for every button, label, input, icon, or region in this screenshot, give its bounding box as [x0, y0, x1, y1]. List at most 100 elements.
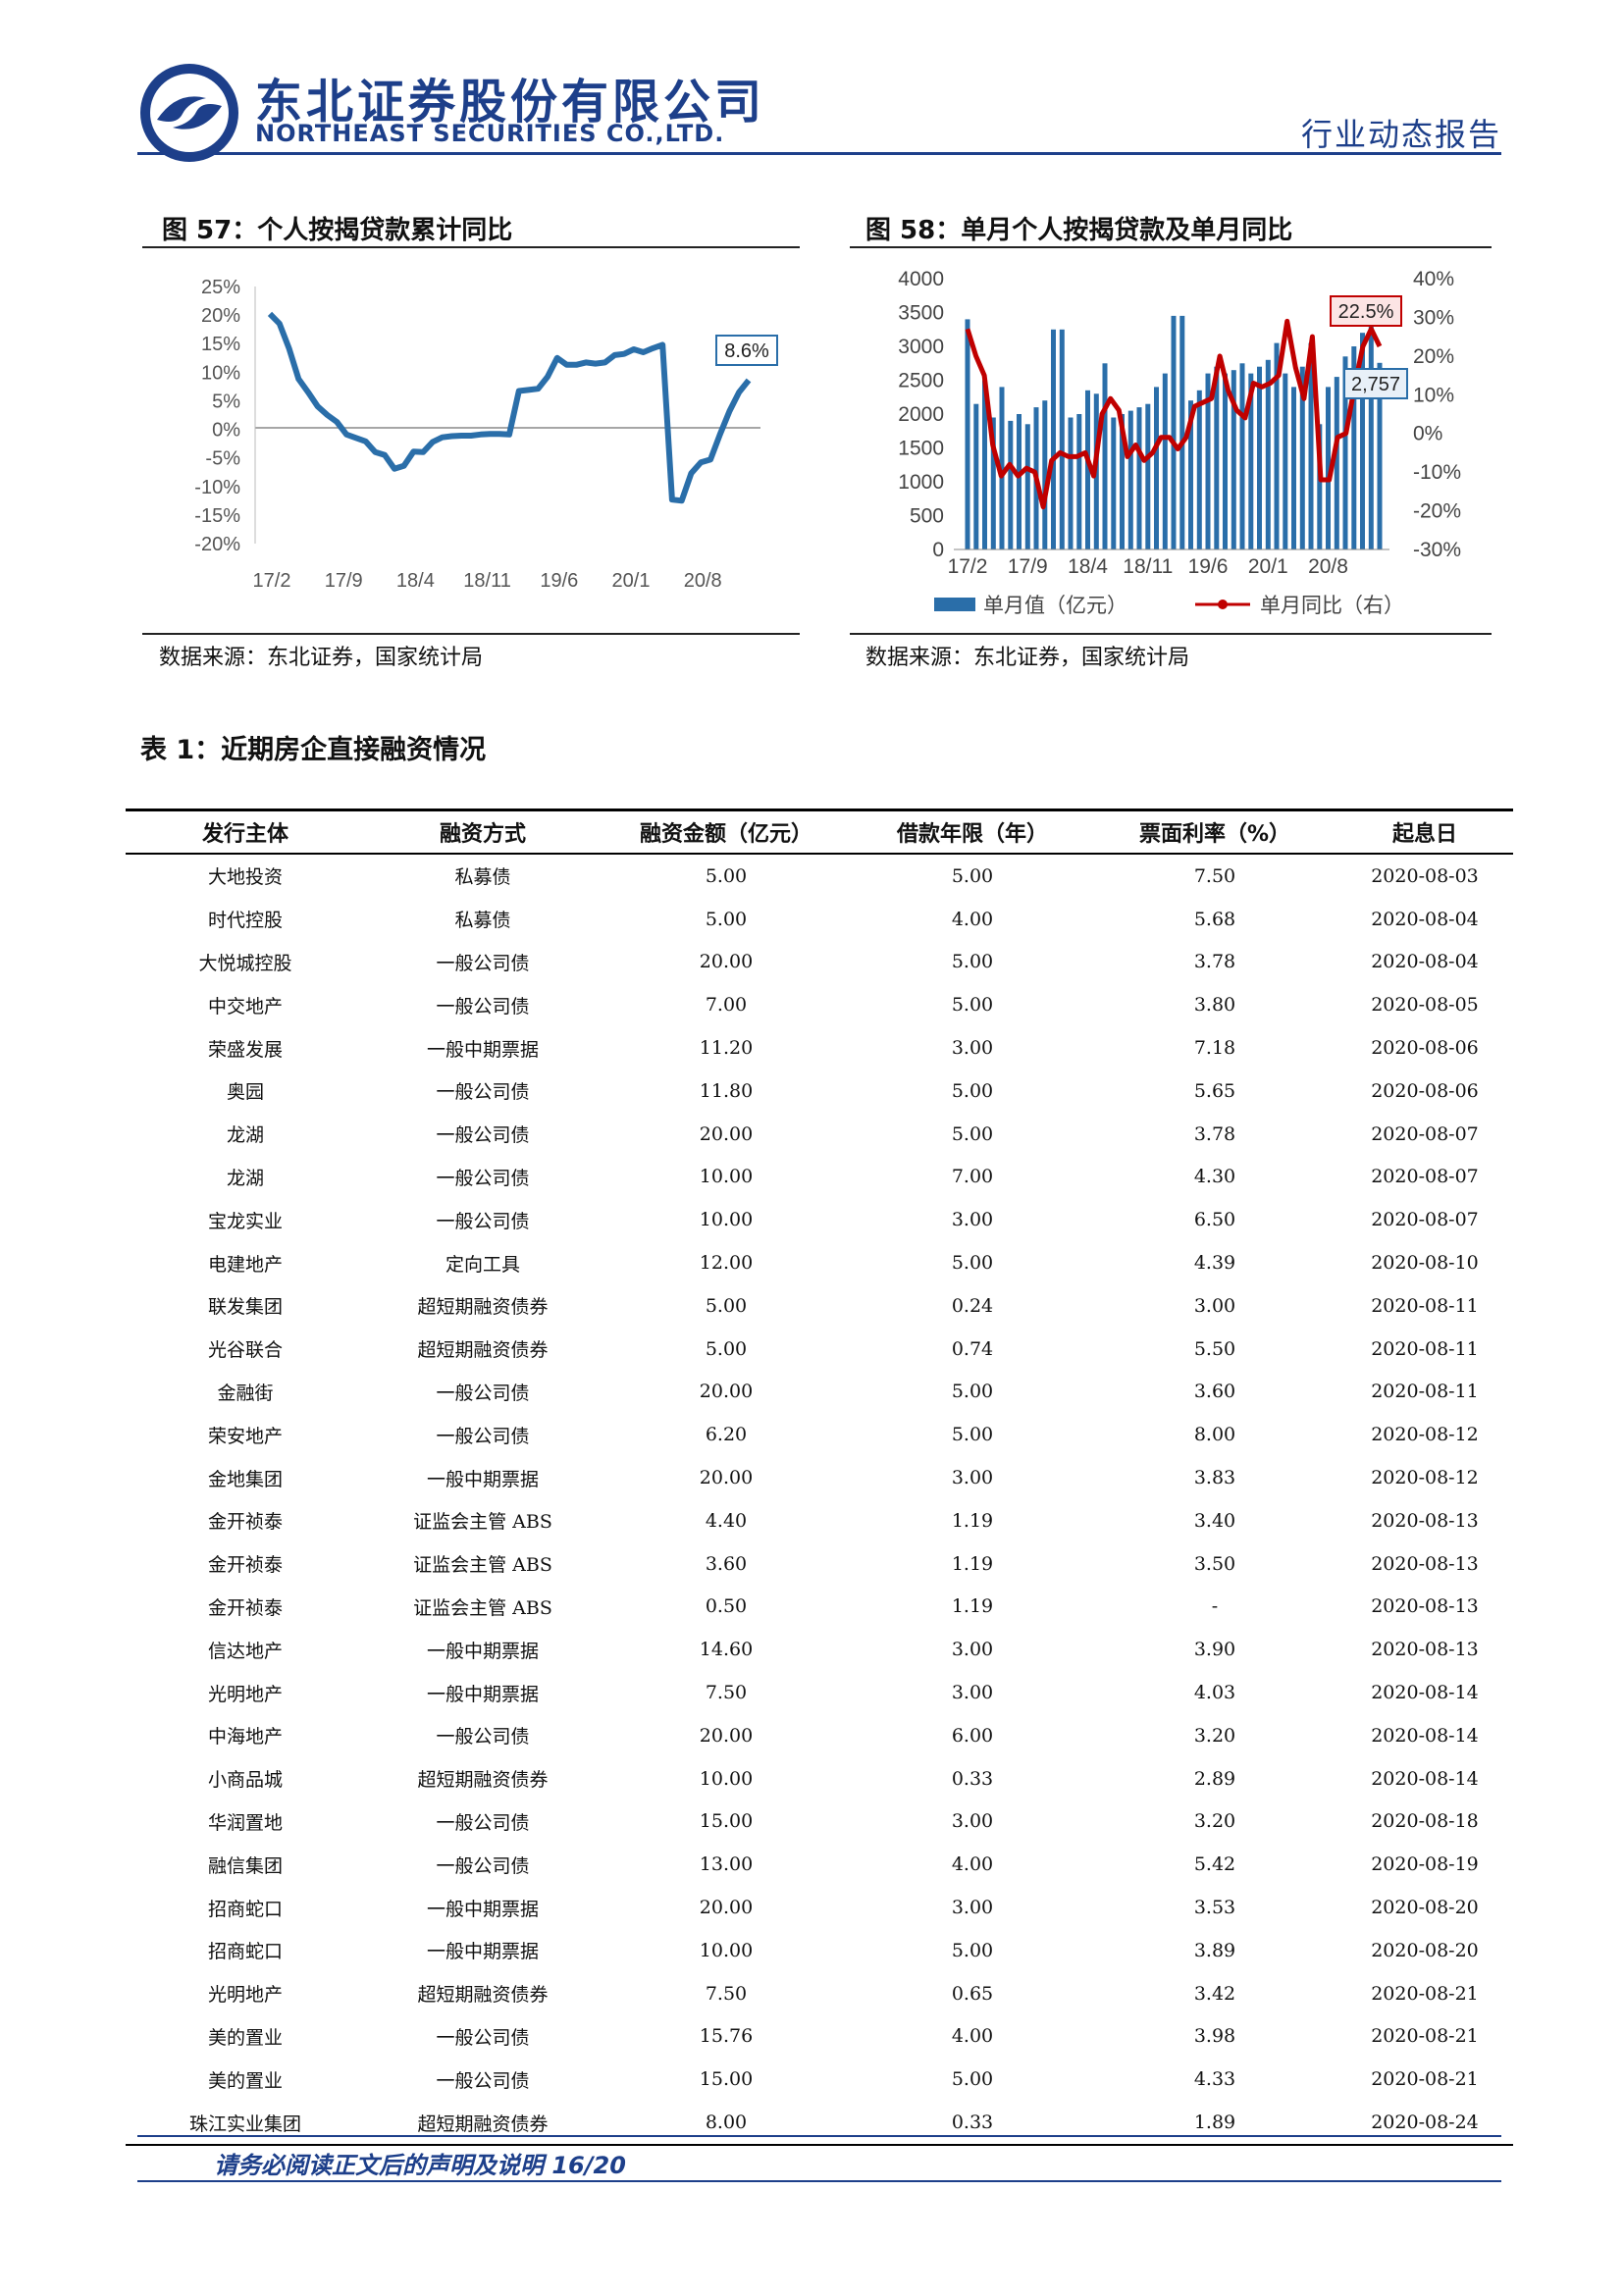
cell-issuer: 信达地产	[207, 1640, 283, 1662]
cell-term: 7.00	[951, 1166, 994, 1188]
cell-term: 3.00	[951, 1209, 994, 1231]
fig58-y-right-tick: -30%	[1413, 539, 1461, 561]
fig58-y-left-tick: 4000	[898, 268, 944, 290]
cell-rate: 3.20	[1193, 1810, 1236, 1833]
cell-rate: 3.60	[1193, 1381, 1236, 1403]
cell-term: 3.00	[951, 1810, 994, 1833]
fig58-bar	[1334, 377, 1339, 549]
fig58-y-right-tick: 10%	[1413, 384, 1454, 406]
fig58-x-tick: 20/1	[1248, 555, 1288, 578]
table-row: 时代控股 私募债 5.00 4.00 5.68 2020-08-04	[126, 898, 1513, 941]
fig58-y-left-tick: 3000	[898, 336, 944, 358]
fig58-bar	[1076, 414, 1082, 549]
cell-issuer: 金地集团	[207, 1468, 283, 1490]
fig58-x-tick: 18/4	[1068, 555, 1108, 578]
cell-rate: 5.65	[1193, 1079, 1236, 1102]
cell-term: 0.33	[852, 2101, 1093, 2146]
fig58-bar	[1008, 420, 1014, 549]
cell-issuer: 龙湖	[226, 1167, 264, 1189]
report-type-label: 行业动态报告	[1300, 116, 1501, 153]
cell-amount: 20.00	[699, 1122, 754, 1145]
fig57-x-tick: 19/6	[540, 570, 578, 592]
table-row: 中交地产 一般公司债 7.00 5.00 3.80 2020-08-05	[126, 983, 1513, 1026]
fig58-chart: 4000 3500 3000 2500 2000 1500 1000 500 0 40% 30% 2…	[898, 268, 1461, 617]
cell-term: 5.00	[951, 951, 994, 973]
cell-date: 2020-08-20	[1371, 1897, 1479, 1919]
cell-amount: 12.00	[699, 1252, 754, 1275]
cell-date: 2020-08-05	[1371, 994, 1479, 1017]
cell-issuer: 大悦城控股	[198, 952, 292, 974]
cell-issuer: 大地投资	[207, 866, 283, 889]
table-row: 金地集团 一般中期票据 20.00 3.00 3.83 2020-08-12	[126, 1456, 1513, 1499]
cell-date: 2020-08-04	[1371, 908, 1479, 930]
cell-amount: 5.00	[705, 1294, 748, 1317]
cell-issuer: 宝龙实业	[207, 1210, 283, 1232]
col-header-method: 融资方式	[365, 809, 601, 855]
cell-term: 0.74	[951, 1337, 994, 1360]
fig58-y-left-tick: 2500	[898, 370, 944, 392]
fig58-line-annotation-label: 22.5%	[1338, 301, 1394, 323]
cell-method: 超短期融资债券	[417, 1984, 549, 2007]
fig58-bar-annotation-label: 2,757	[1351, 374, 1400, 395]
fig57-y-tick: 10%	[201, 362, 240, 384]
cell-amount: 5.00	[705, 864, 748, 887]
fig58-y-left-tick: 0	[932, 539, 944, 561]
col-header-issuer: 发行主体	[126, 809, 365, 855]
cell-date: 2020-08-18	[1371, 1810, 1479, 1833]
cell-date: 2020-08-13	[1371, 1639, 1479, 1661]
company-logo-icon	[140, 64, 238, 162]
cell-issuer: 招商蛇口	[207, 1898, 283, 1920]
fig58-series-line	[965, 318, 1383, 510]
fig58-title: 图 58：单月个人按揭贷款及单月同比	[865, 216, 1293, 245]
cell-rate: 3.53	[1193, 1897, 1236, 1919]
fig57-y-tick: 5%	[212, 391, 240, 412]
cell-amount: 15.00	[699, 1810, 754, 1833]
cell-amount: 6.20	[705, 1424, 748, 1446]
table-row: 融信集团 一般公司债 13.00 4.00 5.42 2020-08-19	[126, 1843, 1513, 1886]
cell-issuer: 光明地产	[207, 1683, 283, 1705]
cell-amount: 4.40	[705, 1509, 748, 1532]
cell-date: 2020-08-14	[1371, 1682, 1479, 1704]
fig58-legend: 单月值（亿元） 单月同比（右）	[934, 595, 1404, 617]
table-row: 联发集团 超短期融资债券 5.00 0.24 3.00 2020-08-11	[126, 1284, 1513, 1328]
fig58-bar	[1154, 387, 1159, 549]
cell-date: 2020-08-14	[1371, 1724, 1479, 1747]
fig57-y-tick: -5%	[205, 448, 240, 470]
cell-term: 4.00	[951, 1853, 994, 1876]
cell-rate: 3.20	[1193, 1724, 1236, 1747]
fig58-y-left-tick: 2000	[898, 403, 944, 426]
cell-method: 一般公司债	[436, 1124, 530, 1147]
table-title: 表 1：近期房企直接融资情况	[140, 735, 487, 765]
cell-amount: 7.00	[705, 994, 748, 1017]
cell-date: 2020-08-10	[1371, 1252, 1479, 1275]
cell-method: 定向工具	[445, 1253, 520, 1276]
fig57-y-tick: -10%	[194, 477, 240, 498]
cell-term: 0.33	[951, 1767, 994, 1790]
fig58-bar	[1196, 390, 1202, 549]
fig58-bar	[1205, 373, 1211, 549]
fig58-x-tick: 17/2	[948, 555, 988, 578]
cell-method: 超短期融资债券	[365, 2101, 601, 2146]
fig58-bar	[1068, 417, 1074, 549]
footer-divider-top	[137, 2135, 1501, 2137]
cell-date: 2020-08-13	[1371, 1552, 1479, 1575]
cell-method: 一般中期票据	[426, 1038, 539, 1061]
cell-rate: 5.50	[1193, 1337, 1236, 1360]
footer-divider-bottom	[137, 2180, 1501, 2182]
table-row: 光明地产 一般中期票据 7.50 3.00 4.03 2020-08-14	[126, 1671, 1513, 1714]
table-row: 金开祯泰 证监会主管 ABS 0.50 1.19 - 2020-08-13	[126, 1586, 1513, 1629]
table-row: 龙湖 一般公司债 10.00 7.00 4.30 2020-08-07	[126, 1156, 1513, 1199]
fig58-y-left-tick: 1000	[898, 471, 944, 494]
fig57-y-tick: -20%	[194, 534, 240, 555]
fig58-y-left-tick: 1500	[898, 438, 944, 460]
fig58-bar	[1274, 342, 1280, 549]
cell-method: 超短期融资债券	[417, 1769, 549, 1792]
fig57-x-tick: 17/2	[253, 570, 291, 592]
fig58-legend-line-marker	[1218, 600, 1228, 609]
col-header-date: 起息日	[1336, 809, 1513, 855]
cell-issuer: 美的置业	[207, 2069, 283, 2092]
cell-rate: 4.30	[1193, 1166, 1236, 1188]
table-row: 招商蛇口 一般中期票据 20.00 3.00 3.53 2020-08-20	[126, 1886, 1513, 1929]
cell-method: 超短期融资债券	[417, 1296, 549, 1319]
fig58-bar	[1051, 329, 1056, 550]
